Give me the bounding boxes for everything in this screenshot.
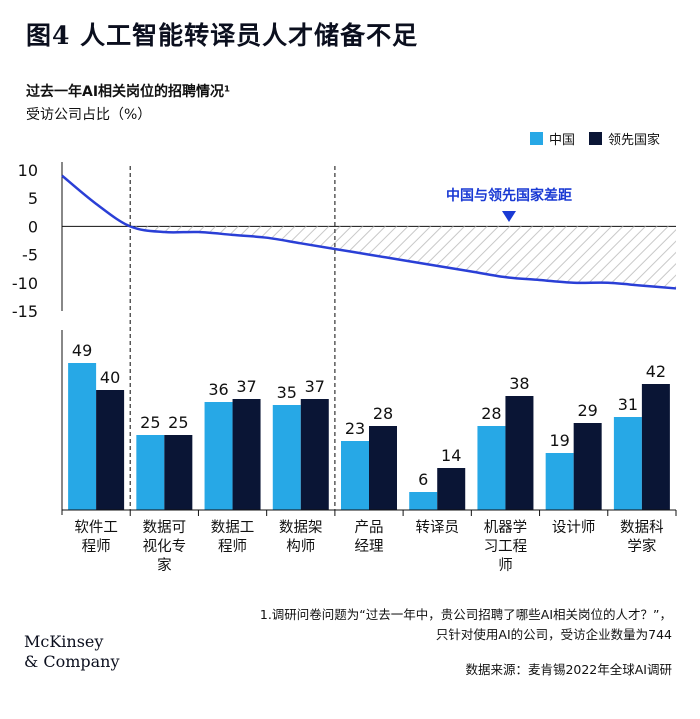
bar-china — [477, 426, 506, 510]
bar-china — [136, 435, 165, 510]
bar-leading — [369, 426, 397, 510]
category-label: 数据可视化专家 — [143, 519, 187, 574]
legend: 中国 领先国家 — [530, 129, 668, 148]
legend-label-leading: 领先国家 — [608, 133, 661, 148]
category-label: 设计师 — [552, 519, 596, 536]
bar-value-label: 28 — [373, 404, 393, 423]
category-label: 数据架构师 — [279, 519, 323, 555]
y-tick-label: 10 — [18, 161, 38, 180]
legend-label-china: 中国 — [549, 133, 576, 148]
bar-value-label: 14 — [441, 446, 461, 465]
bar-value-label: 37 — [236, 377, 256, 396]
bar-china — [272, 405, 301, 510]
bar-value-label: 25 — [140, 413, 160, 432]
logo-line-1: McKinsey — [24, 632, 104, 651]
bar-china — [68, 363, 97, 510]
gap-annotation-label: 中国与领先国家差距 — [446, 187, 572, 204]
bar-value-label: 36 — [208, 380, 228, 399]
bar-leading — [232, 399, 261, 510]
bar-value-label: 38 — [509, 374, 529, 393]
bar-value-label: 28 — [481, 404, 501, 423]
unit-label: 受访公司占比（%） — [26, 107, 152, 123]
category-label: 数据工程师 — [211, 519, 255, 555]
legend-swatch-leading — [589, 132, 603, 145]
bar-value-label: 42 — [646, 362, 666, 381]
bar-value-label: 6 — [418, 470, 428, 489]
mckinsey-logo: McKinsey & Company — [24, 632, 120, 672]
bar-china — [545, 453, 574, 510]
data-source: 数据来源：麦肯锡2022年全球AI调研 — [465, 662, 672, 677]
figure-title: 图4 人工智能转译员人才储备不足 — [26, 21, 419, 50]
category-label: 软件工程师 — [74, 519, 118, 555]
gap-annotation-arrow — [502, 211, 516, 222]
bar-leading — [437, 468, 466, 510]
category-label: 机器学习工程师 — [484, 519, 528, 574]
bar-china — [341, 441, 369, 510]
bar-value-label: 49 — [72, 341, 92, 360]
bar-china — [613, 417, 642, 510]
bar-value-label: 29 — [577, 401, 597, 420]
bar-leading — [164, 435, 193, 510]
bar-leading — [641, 384, 670, 510]
bar-value-label: 25 — [168, 413, 188, 432]
bar-value-label: 19 — [549, 431, 569, 450]
y-tick-label: -10 — [12, 274, 38, 293]
footnote-line-1: 1.调研问卷问题为“过去一年中，贵公司招聘了哪些AI相关岗位的人才？”， — [259, 607, 672, 622]
footnote-line-2: 只针对使用AI的公司，受访企业数量为744 — [435, 627, 672, 642]
legend-item-leading: 领先国家 — [589, 129, 660, 148]
bar-leading — [573, 423, 602, 510]
bar-leading — [505, 396, 534, 510]
category-label: 数据科学家 — [620, 519, 664, 555]
bar-value-label: 31 — [618, 395, 638, 414]
legend-swatch-china — [530, 132, 543, 145]
bar-leading — [300, 399, 329, 510]
bar-china — [204, 402, 233, 510]
y-tick-label: 5 — [28, 189, 38, 208]
y-tick-label: -5 — [22, 246, 38, 265]
y-tick-label: 0 — [28, 217, 38, 236]
chart-subtitle: 过去一年AI相关岗位的招聘情况¹ — [26, 84, 231, 100]
bar-value-label: 37 — [305, 377, 325, 396]
category-label: 产品经理 — [355, 519, 384, 555]
bar-leading — [96, 390, 125, 510]
footnote: 1.调研问卷问题为“过去一年中，贵公司招聘了哪些AI相关岗位的人才？”， 只针对… — [112, 605, 672, 645]
gap-series-line — [61, 174, 677, 290]
bar-china — [409, 492, 438, 510]
category-label: 转译员 — [415, 519, 459, 536]
y-tick-label: -15 — [12, 302, 38, 321]
logo-line-2: & Company — [24, 652, 120, 671]
legend-item-china: 中国 — [530, 129, 575, 148]
gap-area — [130, 226, 676, 289]
bar-value-label: 40 — [100, 368, 120, 387]
bar-value-label: 23 — [345, 419, 365, 438]
bar-value-label: 35 — [277, 383, 297, 402]
